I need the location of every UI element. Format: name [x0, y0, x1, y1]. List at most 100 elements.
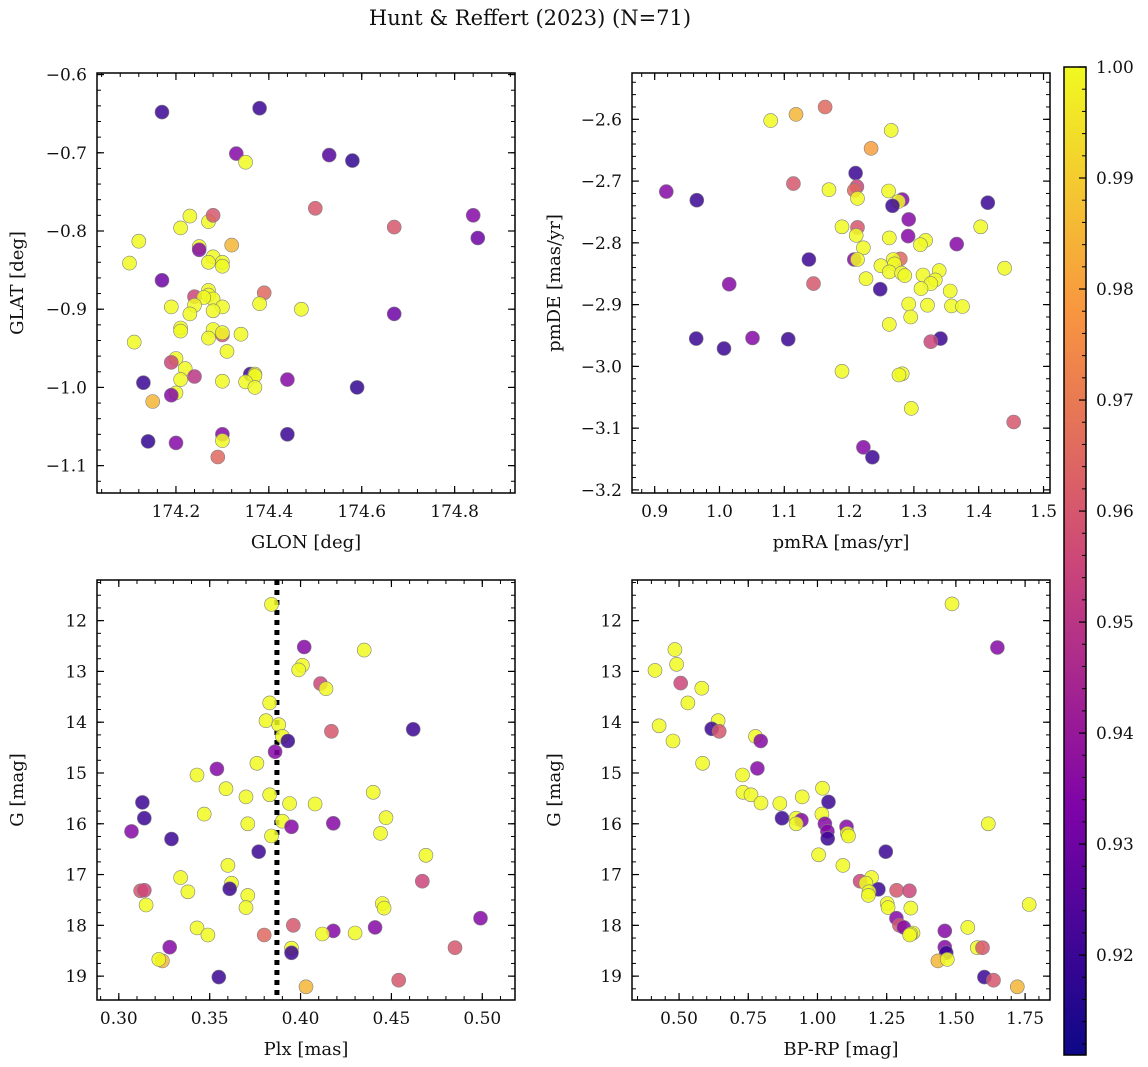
scatter-point [780, 331, 796, 347]
x-axis-label: pmRA [mas/yr] [773, 532, 910, 553]
scatter-point [901, 212, 917, 227]
scatter-point [903, 309, 919, 325]
x-tick-label: 0.50 [463, 1009, 501, 1029]
scatter-point [872, 281, 888, 297]
scatter-point [180, 884, 196, 900]
scatter-point [324, 723, 339, 739]
y-tick-label: 17 [65, 866, 87, 886]
y-tick-label: 13 [600, 662, 622, 682]
scatter-point [806, 276, 821, 291]
scatter-point [164, 387, 179, 403]
y-tick-label: −3.0 [581, 357, 622, 377]
scatter-point [151, 952, 167, 967]
scatter-point [856, 240, 871, 256]
scatter-point [667, 642, 683, 657]
scatter-point [470, 230, 486, 246]
x-tick-label: 0.35 [191, 1009, 229, 1029]
scatter-point [942, 283, 958, 299]
scatter-point [850, 191, 865, 206]
scatter-point [205, 303, 221, 319]
y-tick-label: 16 [65, 815, 87, 835]
y-tick-label: 13 [65, 662, 87, 682]
scatter-point [367, 920, 383, 935]
scatter-point [173, 323, 188, 339]
scatter-point [251, 844, 267, 860]
scatter-point [820, 831, 836, 846]
scatter-point [136, 375, 151, 391]
scatter-point [414, 873, 430, 889]
scatter-point [284, 945, 299, 961]
x-tick-label: 1.5 [1030, 502, 1057, 522]
scatter-point [811, 847, 826, 863]
scatter-point [815, 780, 830, 796]
scatter-point [939, 952, 955, 967]
scatter-point [821, 182, 837, 197]
scatter-point [695, 755, 710, 771]
colorbar-tick-label: 0.94 [1096, 724, 1134, 744]
colorbar-tick-label: 0.97 [1096, 391, 1134, 411]
scatter-point [473, 910, 488, 926]
scatter-point [856, 439, 871, 455]
y-tick-label: 19 [65, 967, 87, 987]
y-tick-label: 18 [65, 916, 87, 936]
colorbar-tick-label: 0.98 [1096, 280, 1134, 300]
scatter-point [716, 341, 732, 356]
scatter-point [997, 260, 1012, 276]
scatter-point [168, 435, 184, 451]
y-tick-label: 14 [65, 713, 87, 733]
plot-frame [96, 579, 516, 1001]
scatter-point [834, 219, 850, 235]
scatter-point [224, 237, 239, 253]
y-tick-label: −0.9 [46, 300, 87, 320]
y-axis-label: pmDE [mas/yr] [544, 214, 565, 352]
scatter-point [786, 176, 801, 191]
scatter-point [880, 900, 896, 915]
scatter-point [262, 787, 278, 803]
scatter-point [1021, 897, 1037, 912]
scatter-point [345, 153, 360, 168]
scatter-point [145, 394, 160, 409]
x-tick-label: 0.30 [100, 1009, 138, 1029]
scatter-point [405, 721, 421, 737]
colorbar-tick-label: 0.93 [1096, 835, 1134, 855]
x-tick-label: 0.45 [372, 1009, 410, 1029]
scatter-point [218, 781, 234, 797]
scatter-point [673, 675, 689, 691]
colorbar-tick-label: 0.95 [1096, 613, 1134, 633]
scatter-point [267, 744, 283, 760]
scatter-point [318, 681, 334, 697]
scatter-point [196, 806, 212, 822]
scatter-point [821, 794, 836, 810]
scatter-point [418, 847, 434, 863]
scatter-point [848, 165, 863, 181]
scatter-point [391, 972, 407, 988]
scatter-point [689, 192, 705, 208]
scatter-point [923, 334, 939, 350]
y-tick-label: −0.8 [46, 222, 87, 242]
scatter-point [262, 695, 278, 711]
scatter-point [182, 306, 198, 322]
scatter-point [215, 433, 230, 448]
scatter-point [191, 242, 207, 258]
scatter-point [688, 331, 704, 346]
scatter-point [238, 154, 253, 170]
scatter-point [201, 254, 216, 270]
scatter-point [651, 718, 667, 734]
colorbar-tick-label: 0.92 [1096, 946, 1134, 966]
scatter-point [247, 380, 263, 395]
scatter-point [280, 733, 296, 749]
scatter-point [222, 881, 237, 897]
y-tick-label: −1.1 [46, 457, 87, 477]
scatter-points [124, 597, 488, 995]
x-axis-label: GLON [deg] [251, 532, 361, 553]
scatter-point [291, 662, 307, 678]
y-tick-label: −3.1 [581, 419, 622, 439]
scatter-point [215, 373, 230, 389]
x-tick-label: 0.40 [282, 1009, 320, 1029]
scatter-points [122, 100, 486, 465]
scatter-point [122, 255, 137, 271]
scatter-point [280, 372, 295, 387]
scatter-point [980, 195, 996, 210]
scatter-point [229, 146, 244, 161]
scatter-point [356, 642, 372, 658]
